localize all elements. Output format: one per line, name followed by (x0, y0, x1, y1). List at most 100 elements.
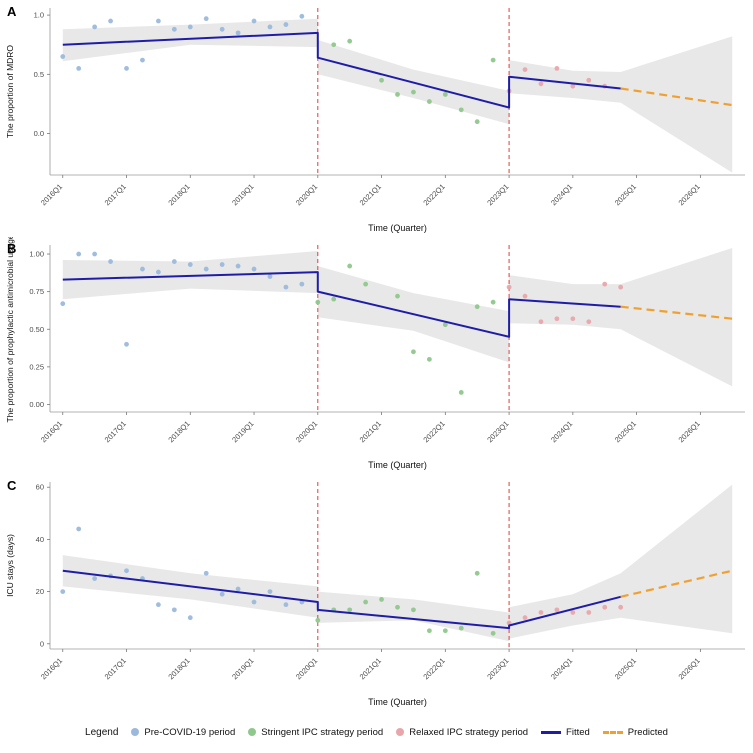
panel-b-antimicrobial-chart: 2016Q1 2017Q1 2018Q1 2019Q1 2020Q1 2021Q1 2022… (0, 237, 753, 474)
data-point-pre-covid-19 (251, 599, 257, 605)
panel-label: B (7, 241, 16, 256)
data-point-pre-covid-19 (187, 24, 193, 30)
data-point-pre-covid-19 (267, 274, 273, 279)
data-point-stringent (426, 356, 432, 362)
data-point-stringent (458, 625, 464, 631)
data-point-pre-covid-19 (155, 18, 161, 24)
legend-item-fitted: Fitted (541, 727, 590, 738)
x-tick-label: 2023Q1 (485, 182, 510, 207)
data-point-relaxed (522, 293, 528, 299)
data-point-pre-covid-19 (299, 281, 305, 287)
legend-item-predicted: Predicted (602, 726, 668, 738)
y-tick-label: 0 (40, 639, 44, 648)
data-point-pre-covid-19 (92, 251, 98, 257)
legend-item-label: Fitted (566, 726, 590, 738)
data-point-stringent (442, 628, 448, 634)
data-point-pre-covid-19 (203, 266, 209, 272)
panel-label: C (7, 478, 17, 493)
data-point-relaxed (538, 610, 544, 615)
legend-item-label: Pre-COVID-19 period (144, 726, 236, 738)
data-point-pre-covid-19 (171, 259, 177, 264)
legend-item-label: Predicted (627, 726, 668, 738)
data-point-stringent (458, 390, 464, 395)
data-point-stringent (490, 299, 496, 305)
data-point-pre-covid-19 (140, 57, 145, 63)
data-point-relaxed (586, 610, 592, 615)
fitted-line (62, 271, 621, 338)
data-point-pre-covid-19 (124, 568, 129, 574)
data-point-relaxed (554, 607, 560, 613)
data-point-pre-covid-19 (171, 26, 177, 32)
data-point-pre-covid-19 (76, 251, 82, 257)
x-tick-label: 2021Q1 (358, 656, 383, 681)
data-point-relaxed (586, 77, 592, 83)
data-point-relaxed (538, 81, 544, 87)
legend-line-swatch (541, 730, 562, 734)
y-tick-label: 0.50 (29, 325, 44, 334)
data-point-pre-covid-19 (76, 526, 82, 532)
x-tick-label: 2023Q1 (485, 656, 510, 681)
x-axis-title: Time (Quarter) (368, 223, 427, 233)
y-tick-label: 0.00 (29, 400, 44, 409)
data-point-stringent (490, 630, 496, 636)
data-point-stringent (411, 89, 416, 95)
data-point-pre-covid-19 (251, 266, 257, 272)
x-tick-label: 2025Q1 (613, 419, 638, 444)
data-point-stringent (411, 607, 416, 613)
x-tick-label: 2018Q1 (166, 182, 191, 207)
y-tick-label: 0.25 (29, 362, 44, 371)
panel-label: A (7, 4, 17, 19)
data-point-stringent (458, 107, 464, 113)
panel-c-icu-stays-chart: 2016Q1 2017Q1 2018Q1 2019Q1 2020Q1 2021Q1 2022… (0, 474, 753, 711)
data-point-pre-covid-19 (299, 13, 305, 19)
x-axis-title: Time (Quarter) (368, 460, 427, 470)
x-tick-label: 2020Q1 (294, 182, 319, 207)
y-tick-label: 0.0 (34, 129, 44, 138)
x-tick-label: 2018Q1 (166, 656, 191, 681)
data-point-pre-covid-19 (267, 589, 273, 594)
plot-area (60, 245, 733, 412)
y-tick-label: 1.0 (34, 11, 44, 20)
y-tick-label: 20 (36, 587, 44, 596)
data-point-pre-covid-19 (219, 262, 225, 267)
data-point-stringent (331, 296, 337, 302)
data-point-pre-covid-19 (251, 18, 257, 24)
legend-title: Legend (85, 726, 119, 738)
data-point-stringent (474, 570, 480, 576)
data-point-stringent (379, 77, 384, 83)
data-point-pre-covid-19 (235, 30, 241, 36)
data-point-stringent (379, 597, 384, 602)
x-tick-label: 2017Q1 (103, 419, 128, 444)
data-point-stringent (315, 617, 321, 623)
data-point-pre-covid-19 (283, 284, 289, 290)
x-tick-label: 2025Q1 (613, 182, 638, 207)
x-tick-label: 2022Q1 (421, 656, 446, 681)
data-point-relaxed (618, 284, 624, 290)
x-tick-label: 2024Q1 (549, 656, 574, 681)
x-tick-label: 2016Q1 (39, 656, 64, 681)
data-point-pre-covid-19 (235, 263, 241, 269)
legend-line-swatch (602, 730, 623, 734)
data-point-relaxed (570, 316, 576, 322)
data-point-relaxed (570, 83, 576, 89)
x-tick-label: 2021Q1 (358, 419, 383, 444)
data-point-stringent (347, 263, 353, 269)
predicted-line (620, 305, 733, 320)
data-point-pre-covid-19 (124, 341, 129, 347)
data-point-stringent (442, 322, 448, 328)
x-tick-label: 2017Q1 (103, 182, 128, 207)
data-point-pre-covid-19 (140, 266, 145, 272)
x-tick-label: 2026Q1 (677, 656, 702, 681)
legend-point-swatch (396, 728, 405, 736)
y-tick-label: 40 (36, 535, 44, 544)
data-point-pre-covid-19 (155, 269, 161, 275)
data-point-stringent (395, 92, 400, 97)
x-tick-label: 2026Q1 (677, 182, 702, 207)
data-point-stringent (426, 628, 432, 634)
data-point-stringent (442, 92, 448, 97)
confidence-band (509, 36, 733, 173)
data-point-stringent (395, 293, 400, 299)
x-axis-title: Time (Quarter) (368, 697, 427, 707)
data-point-relaxed (586, 319, 592, 325)
